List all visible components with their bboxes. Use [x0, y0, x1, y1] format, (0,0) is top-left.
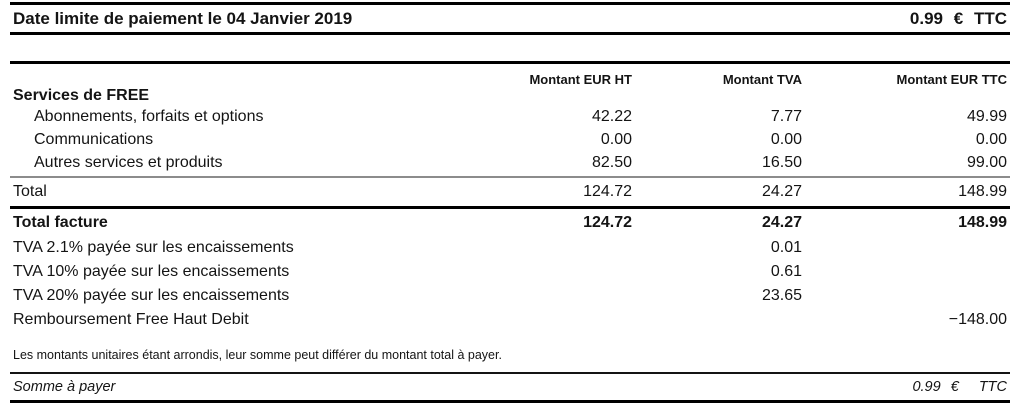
row-tva-value: 0.01 — [770, 239, 802, 256]
table-row-total: Total 124.72 24.27 148.99 — [0, 178, 1024, 205]
row-label: Communications — [34, 131, 154, 148]
row-tva-value: 23.65 — [761, 287, 802, 304]
row-label: TVA 2.1% payée sur les encaissements — [13, 239, 294, 256]
table-row-communications: Communications 0.00 0.00 0.00 — [0, 128, 1024, 151]
payment-deadline-title: Date limite de paiement le 04 Janvier 20… — [13, 9, 353, 28]
total-label: Total — [13, 183, 47, 200]
footer-amount-value: 0.99 — [912, 379, 941, 395]
column-header-montant-ht: Montant EUR HT — [529, 72, 632, 87]
table-row-autres-services: Autres services et produits 82.50 16.50 … — [0, 151, 1024, 174]
row-label: Remboursement Free Haut Debit — [13, 311, 249, 328]
row-tva-value: 16.50 — [761, 154, 802, 171]
row-ht-value: 42.22 — [591, 108, 632, 125]
somme-a-payer-label: Somme à payer — [13, 379, 116, 395]
row-tva-value: 0.61 — [770, 263, 802, 280]
column-header-montant-ttc: Montant EUR TTC — [896, 72, 1007, 87]
euro-symbol: € — [953, 9, 964, 28]
top-rule — [10, 2, 1010, 5]
row-tva-value: 0.00 — [770, 131, 802, 148]
total-ttc-value: 148.99 — [958, 183, 1007, 200]
somme-a-payer-bar: Somme à payer 0.99 € TTC — [0, 374, 1024, 400]
table-row-abonnements: Abonnements, forfaits et options 42.22 7… — [0, 105, 1024, 128]
table-row-total-facture: Total facture 124.72 24.27 148.99 — [0, 209, 1024, 236]
row-tva-value: 7.77 — [770, 108, 802, 125]
total-separator-rule — [10, 176, 1010, 178]
payment-deadline-bar: Date limite de paiement le 04 Janvier 20… — [0, 6, 1024, 32]
total-tva-value: 24.27 — [761, 183, 802, 200]
table-top-rule — [10, 61, 1010, 64]
row-ttc-value: 49.99 — [966, 108, 1007, 125]
row-ttc-value: 0.00 — [975, 131, 1007, 148]
somme-a-payer-amount: 0.99 € TTC — [912, 379, 1007, 395]
rounding-footnote: Les montants unitaires étant arrondis, l… — [13, 348, 502, 362]
table-column-headers: Montant EUR HT Montant TVA Montant EUR T… — [0, 64, 1024, 87]
total-facture-tva-value: 24.27 — [761, 214, 802, 231]
table-row-tva-20: TVA 20% payée sur les encaissements 23.6… — [0, 284, 1024, 308]
bottom-rule — [10, 400, 1010, 403]
header-total-amount: 0.99 € TTC — [910, 9, 1007, 29]
row-ht-value: 82.50 — [591, 154, 632, 171]
total-ht-value: 124.72 — [583, 183, 632, 200]
footer-amount-suffix: TTC — [978, 379, 1007, 395]
header-bottom-rule — [10, 32, 1010, 35]
row-label: TVA 20% payée sur les encaissements — [13, 287, 290, 304]
table-row-tva-2-1: TVA 2.1% payée sur les encaissements 0.0… — [0, 236, 1024, 260]
row-label: Abonnements, forfaits et options — [34, 108, 264, 125]
row-ttc-value: −148.00 — [948, 311, 1007, 328]
total-facture-label: Total facture — [13, 214, 108, 231]
header-amount-value: 0.99 — [909, 9, 944, 28]
section-title-services-de-free: Services de FREE — [13, 87, 150, 104]
table-row-remboursement: Remboursement Free Haut Debit −148.00 — [0, 308, 1024, 332]
table-row-tva-10: TVA 10% payée sur les encaissements 0.61 — [0, 260, 1024, 284]
total-facture-rule — [10, 206, 1010, 209]
euro-symbol: € — [950, 379, 959, 395]
total-facture-ht-value: 124.72 — [583, 214, 632, 231]
header-amount-suffix: TTC — [973, 9, 1007, 28]
somme-a-payer-top-rule — [10, 372, 1010, 374]
total-facture-ttc-value: 148.99 — [958, 214, 1007, 231]
column-header-montant-tva: Montant TVA — [722, 72, 802, 87]
row-ttc-value: 99.00 — [966, 154, 1007, 171]
row-label: TVA 10% payée sur les encaissements — [13, 263, 290, 280]
row-label: Autres services et produits — [34, 154, 223, 171]
row-ht-value: 0.00 — [600, 131, 632, 148]
spacer — [0, 35, 1024, 61]
